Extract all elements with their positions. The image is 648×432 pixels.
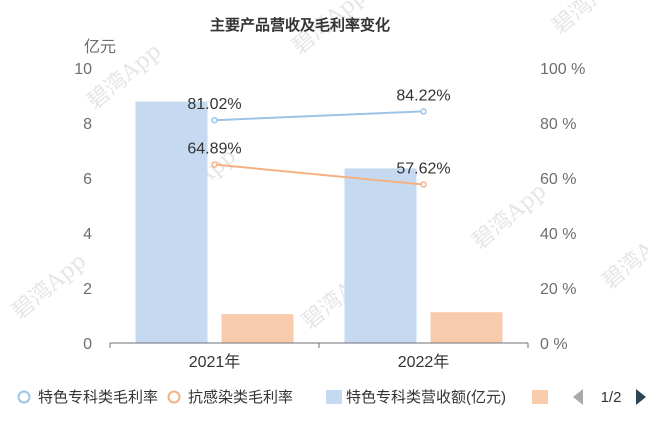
data-label: 84.22% [396,87,450,104]
watermark-text: 碧湾App [8,249,92,325]
x-axis: 2021年 2022年 [109,343,529,371]
bar [430,312,503,343]
data-label: 64.89% [187,141,241,158]
line-point [420,108,427,115]
pager-next-icon[interactable] [636,389,646,405]
legend-symbol [326,390,342,404]
y-right-tick-label: 0 % [540,336,568,353]
bar-layer [135,101,503,343]
bar [135,101,208,343]
legend-symbol [532,390,548,404]
line-point [420,181,427,188]
y-left-tick-label: 10 [74,61,92,78]
bar [344,168,417,343]
data-label: 57.62% [396,161,450,178]
y-right-tick-label: 60 % [540,171,576,188]
line-layer: 81.02% 84.22% 64.89% 57.62% [187,87,451,188]
y-right-tick-label: 20 % [540,281,576,298]
y-left-tick-label: 0 [83,336,92,353]
legend-item-label[interactable]: 特色专科类营收额(亿元) [346,389,506,406]
y-left-axis: 0 2 4 6 8 10 [74,61,92,353]
line-point [211,116,218,124]
legend-item-label[interactable]: 抗感染类毛利率 [188,389,293,406]
y-right-tick-label: 40 % [540,226,576,243]
series-line [214,163,424,186]
x-tick-label: 2021年 [189,353,241,371]
data-label: 81.02% [187,96,241,113]
watermark-text: 碧湾App [598,219,648,295]
y-right-tick-label: 100 % [540,61,585,78]
legend-pager: 1/2 [573,389,646,406]
y-left-unit: 亿元 [84,38,116,56]
y-left-tick-label: 4 [83,226,92,243]
y-left-tick-label: 2 [83,281,92,298]
y-left-tick-label: 6 [83,171,92,188]
legend-symbol [17,390,31,404]
line-point [211,161,218,168]
legend-item-label[interactable]: 特色专科类毛利率 [38,389,158,406]
legend-symbol [167,390,181,404]
series-line [214,110,424,122]
pager-prev-icon[interactable] [573,389,583,405]
y-right-tick-label: 80 % [540,116,576,133]
watermark-text: 碧湾App [468,179,552,255]
y-left-tick-label: 8 [83,116,92,133]
x-tick-label: 2022年 [398,353,450,371]
chart-title: 主要产品营收及毛利率变化 [210,16,390,34]
y-right-axis: 0 % 20 % 40 % 60 % 80 % 100 % [540,61,585,353]
bar [221,314,294,343]
legend: 特色专科类毛利率 抗感染类毛利率 特色专科类营收额(亿元) [17,389,548,406]
watermark-text: 碧湾App [548,0,632,40]
pager-text: 1/2 [601,389,622,406]
